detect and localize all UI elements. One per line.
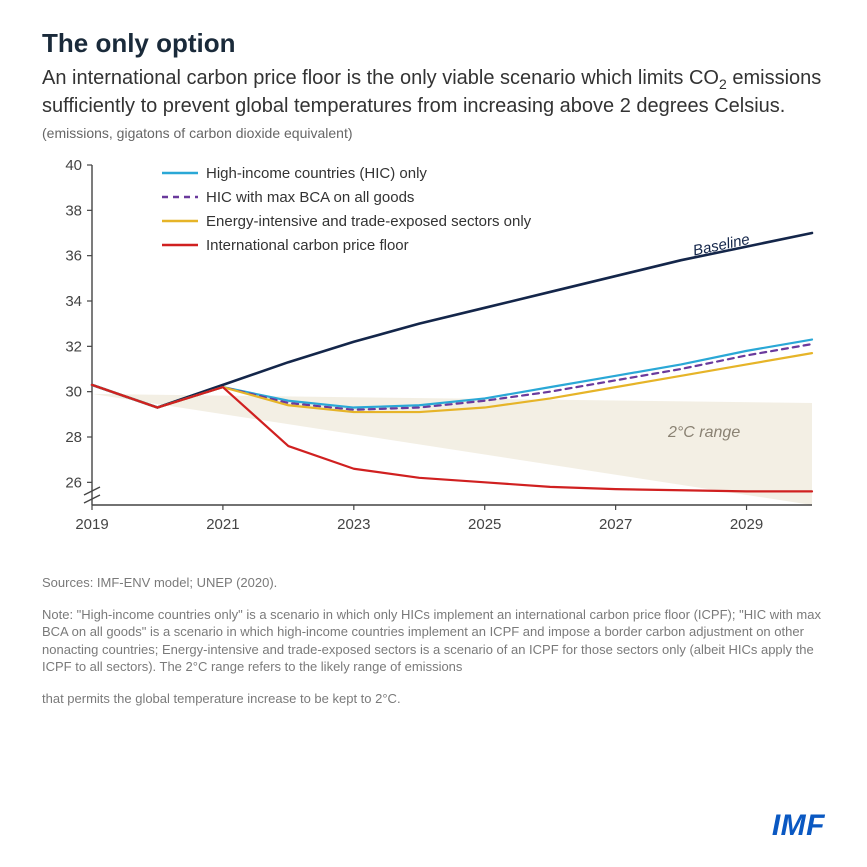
- y-tick-label: 38: [65, 203, 82, 220]
- line-chart: 26 28 30 32 34 36 38 40 2019 2021 2023 2025 2027 2029…: [42, 155, 822, 555]
- x-tick-label: 2027: [599, 516, 632, 533]
- page-title: The only option: [42, 28, 825, 59]
- y-tick-label: 32: [65, 339, 82, 356]
- series-baseline: [92, 233, 812, 408]
- x-tick-label: 2029: [730, 516, 763, 533]
- x-tick-label: 2025: [468, 516, 501, 533]
- x-tick-label: 2019: [75, 516, 108, 533]
- range-label: 2°C range: [667, 424, 740, 441]
- subtitle-pre: An international carbon price floor is t…: [42, 67, 719, 89]
- y-tick-label: 34: [65, 293, 82, 310]
- sources-line: Sources: IMF-ENV model; UNEP (2020).: [42, 574, 825, 592]
- x-tick-label: 2021: [206, 516, 239, 533]
- y-tick-label: 28: [65, 429, 82, 446]
- y-tick-label: 30: [65, 384, 82, 401]
- baseline-label: Baseline: [691, 231, 751, 260]
- y-tick-label: 26: [65, 475, 82, 492]
- note-tail: that permits the global temperature incr…: [42, 690, 825, 708]
- note-block: Note: "High-income countries only" is a …: [42, 606, 825, 676]
- legend-label: International carbon price floor: [206, 237, 409, 254]
- x-tick-label: 2023: [337, 516, 370, 533]
- legend-label: Energy-intensive and trade-exposed secto…: [206, 213, 532, 230]
- y-tick-label: 36: [65, 248, 82, 265]
- chart-page: The only option An international carbon …: [0, 0, 867, 867]
- chart-container: 26 28 30 32 34 36 38 40 2019 2021 2023 2025 2027 2029…: [42, 155, 825, 560]
- imf-logo: IMF: [772, 809, 825, 843]
- page-paren: (emissions, gigatons of carbon dioxide e…: [42, 125, 825, 141]
- page-subtitle: An international carbon price floor is t…: [42, 65, 825, 119]
- subtitle-sub: 2: [719, 76, 727, 92]
- y-tick-label: 40: [65, 157, 82, 174]
- legend-label: HIC with max BCA on all goods: [206, 189, 414, 206]
- legend-label: High-income countries (HIC) only: [206, 165, 427, 182]
